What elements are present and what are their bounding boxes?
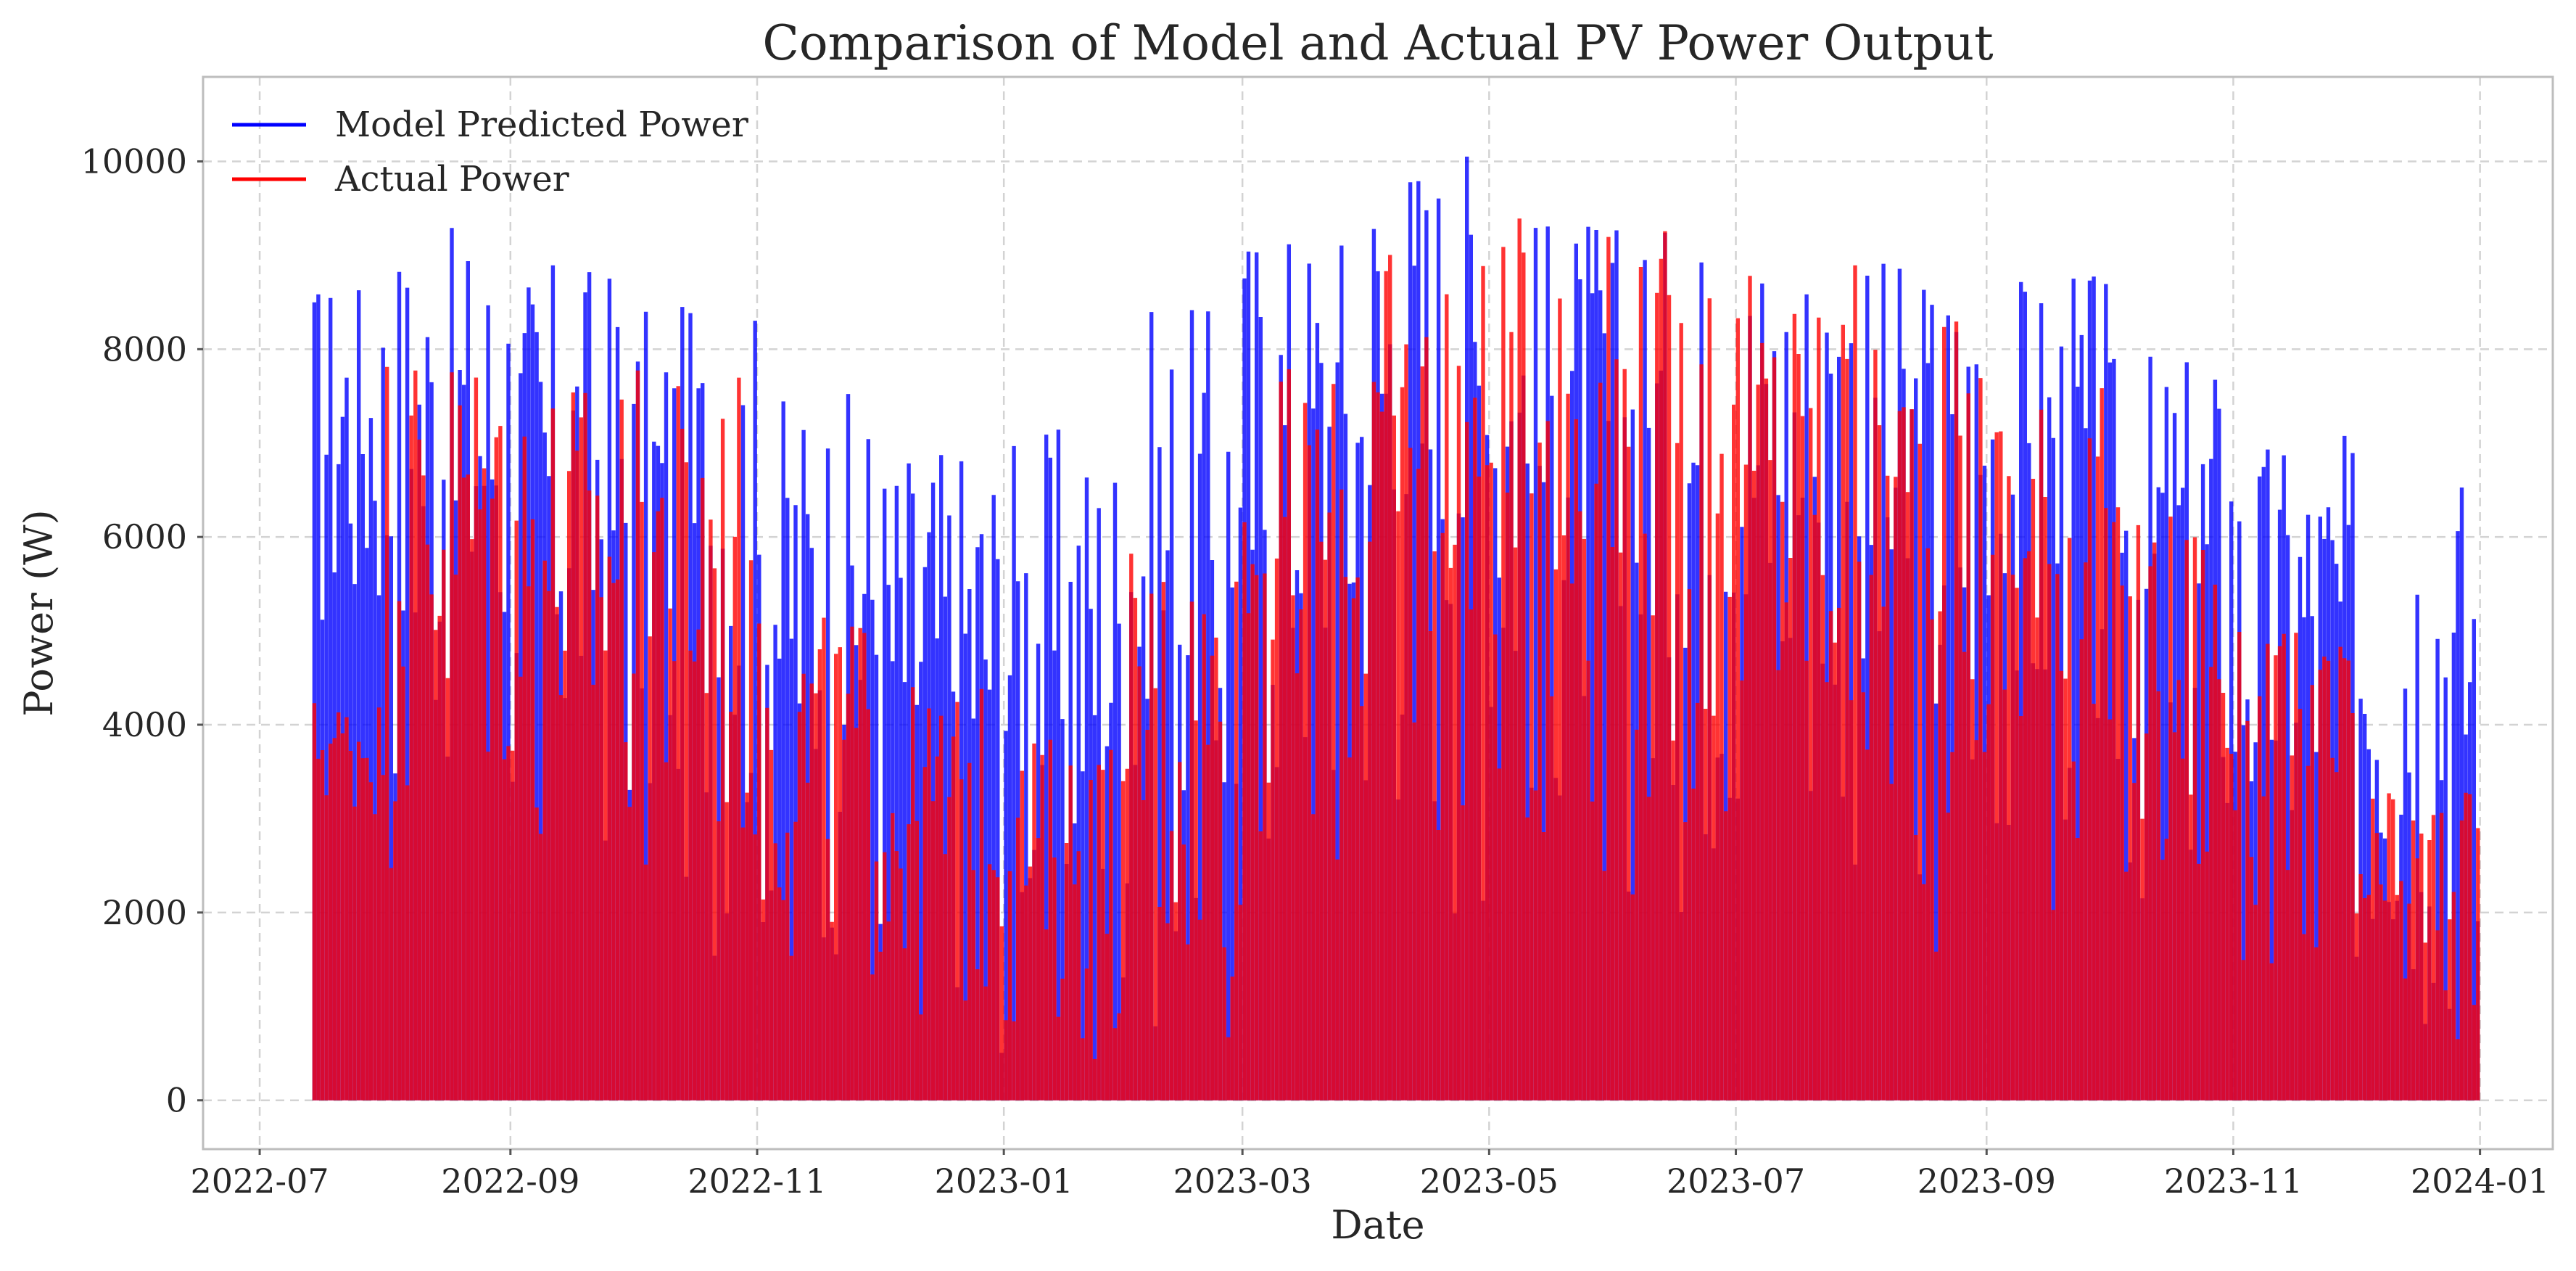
axis-ticks: 0 2000 4000 6000 8000 10000 2022-07 2022-09 2022… — [81, 141, 2550, 1201]
y-tick-label: 2000 — [102, 893, 187, 932]
legend: Model Predicted Power Actual Power — [232, 104, 748, 200]
x-tick-label: 2023-03 — [1173, 1161, 1312, 1201]
y-tick-label: 4000 — [102, 705, 187, 744]
x-tick-label: 2023-11 — [2164, 1161, 2303, 1201]
chart-title: Comparison of Model and Actual PV Power … — [762, 15, 1993, 71]
legend-label-model: Model Predicted Power — [335, 104, 748, 145]
x-tick-label: 2023-07 — [1667, 1161, 1805, 1201]
x-tick-label: 2022-07 — [190, 1161, 329, 1201]
x-axis-label: Date — [1331, 1202, 1424, 1248]
series-actual — [312, 218, 2480, 1101]
x-tick-label: 2022-11 — [688, 1161, 826, 1201]
x-tick-label: 2023-09 — [1917, 1161, 2056, 1201]
x-tick-label: 2023-05 — [1420, 1161, 1559, 1201]
data-series-layer — [312, 156, 2480, 1101]
plot-frame — [202, 75, 2554, 1151]
y-tick-label: 10000 — [81, 141, 187, 181]
x-tick-label: 2022-09 — [441, 1161, 579, 1201]
x-tick-label: 2023-01 — [935, 1161, 1073, 1201]
y-tick-label: 6000 — [102, 517, 187, 556]
y-axis-label: Power (W) — [16, 509, 62, 716]
legend-label-actual: Actual Power — [334, 159, 569, 200]
series-bars — [312, 218, 2480, 1101]
y-tick-label: 8000 — [102, 329, 187, 369]
y-tick-label: 0 — [166, 1081, 187, 1120]
x-tick-label: 2024-01 — [2411, 1161, 2549, 1201]
